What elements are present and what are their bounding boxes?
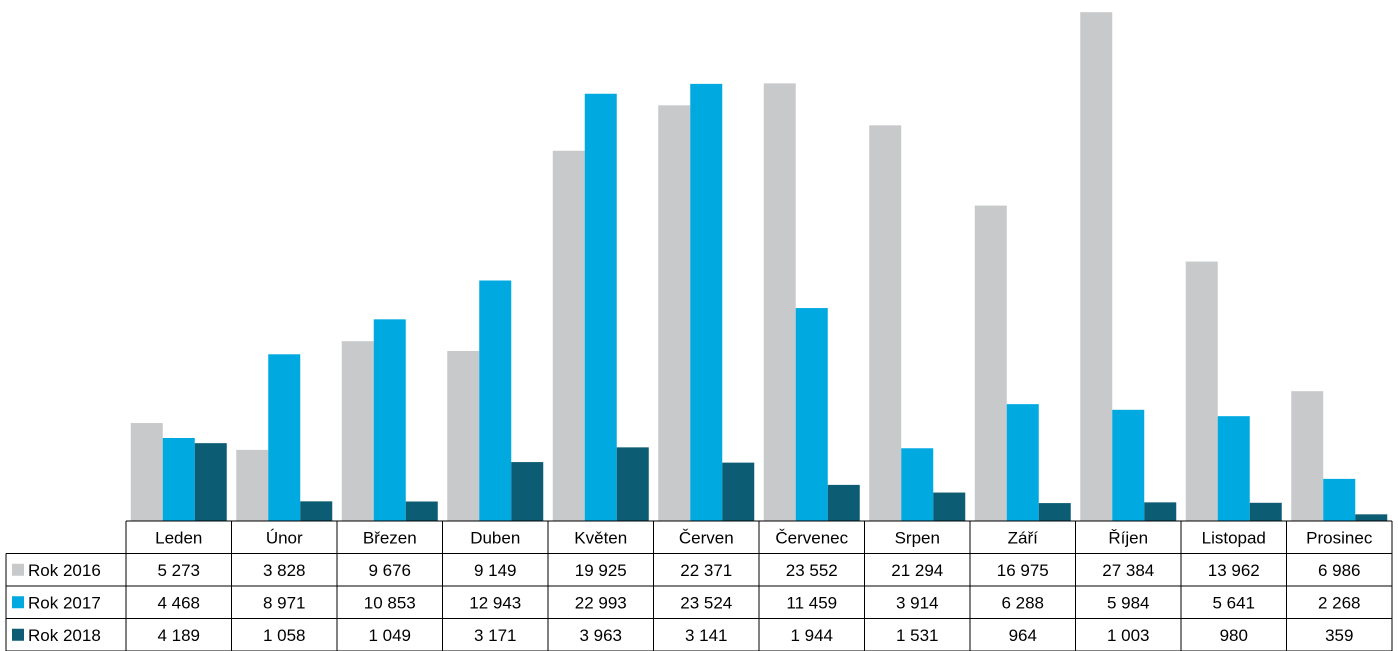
bar-3-12 <box>1355 514 1388 521</box>
legend-key <box>12 563 24 576</box>
bar-1-5 <box>552 150 585 521</box>
data-label: 9 676 <box>368 561 411 580</box>
data-label: 1 049 <box>368 626 411 645</box>
bar-1-2 <box>236 449 269 521</box>
bar-2-6 <box>690 83 723 521</box>
data-label: 3 963 <box>579 626 622 645</box>
bar-1-7 <box>763 83 796 522</box>
data-label: 6 288 <box>1001 593 1044 612</box>
bar-3-5 <box>616 447 649 521</box>
bars-layer <box>130 12 1388 522</box>
data-label: 23 552 <box>786 561 838 580</box>
category-label: Prosinec <box>1306 528 1373 547</box>
data-label: 13 962 <box>1208 561 1260 580</box>
data-label: 359 <box>1325 626 1353 645</box>
data-label: 5 984 <box>1107 593 1150 612</box>
data-label: 27 384 <box>1102 561 1154 580</box>
bar-3-10 <box>1144 502 1177 521</box>
bar-3-6 <box>722 462 755 521</box>
bar-1-12 <box>1291 391 1324 521</box>
bar-2-1 <box>162 437 195 521</box>
bar-3-7 <box>827 484 860 521</box>
data-label: 3 171 <box>474 626 517 645</box>
bar-1-9 <box>974 205 1007 521</box>
data-label: 6 986 <box>1318 561 1361 580</box>
legend-key <box>12 596 24 609</box>
bar-3-1 <box>194 443 227 521</box>
bar-2-10 <box>1112 409 1145 521</box>
bar-1-6 <box>658 105 691 521</box>
bar-2-2 <box>268 354 301 521</box>
bar-2-9 <box>1006 404 1039 521</box>
bar-3-4 <box>511 462 544 521</box>
data-label: 23 524 <box>680 593 732 612</box>
series-name: Rok 2017 <box>28 593 101 612</box>
data-label: 5 273 <box>157 561 200 580</box>
data-label: 5 641 <box>1212 593 1255 612</box>
data-label: 1 003 <box>1107 626 1150 645</box>
data-table: Leden Únor Březen Duben Květen Červen Červenec… <box>5 520 1393 651</box>
bar-1-1 <box>130 423 163 521</box>
data-label: 21 294 <box>891 561 943 580</box>
data-label: 22 993 <box>575 593 627 612</box>
data-label: 964 <box>1009 626 1037 645</box>
category-label: Květen <box>574 528 627 547</box>
series-name: Rok 2018 <box>28 626 101 645</box>
category-label: Červenec <box>775 528 848 547</box>
bar-2-4 <box>479 280 512 521</box>
bar-1-11 <box>1185 261 1218 521</box>
legend-key <box>12 628 24 641</box>
category-label: Září <box>1008 528 1039 547</box>
bar-2-11 <box>1217 416 1250 521</box>
data-label: 3 141 <box>685 626 728 645</box>
data-label: 3 914 <box>896 593 939 612</box>
data-label: 8 971 <box>263 593 306 612</box>
bar-1-8 <box>869 125 902 521</box>
bar-3-9 <box>1038 503 1071 521</box>
bar-3-3 <box>405 501 438 521</box>
category-label: Červen <box>679 528 734 547</box>
bar-2-5 <box>584 93 617 521</box>
data-label: 1 944 <box>790 626 833 645</box>
bar-2-12 <box>1323 478 1356 521</box>
data-label: 11 459 <box>786 593 837 612</box>
bar-3-8 <box>933 492 966 521</box>
data-label: 2 268 <box>1318 593 1361 612</box>
bar-1-10 <box>1080 12 1113 521</box>
category-label: Srpen <box>895 528 940 547</box>
data-label: 4 189 <box>157 626 200 645</box>
bar-1-4 <box>447 350 480 521</box>
data-label: 19 925 <box>575 561 627 580</box>
category-label: Březen <box>363 528 417 547</box>
data-label: 980 <box>1220 626 1248 645</box>
data-label: 12 943 <box>469 593 521 612</box>
data-label: 1 531 <box>896 626 939 645</box>
data-label: 4 468 <box>157 593 200 612</box>
category-label: Listopad <box>1202 528 1266 547</box>
data-label: 10 853 <box>364 593 416 612</box>
category-label: Duben <box>470 528 520 547</box>
data-label: 1 058 <box>263 626 306 645</box>
bar-2-8 <box>901 448 934 521</box>
data-label: 9 149 <box>474 561 517 580</box>
category-label: Únor <box>266 528 303 547</box>
data-label: 3 828 <box>263 561 306 580</box>
bar-2-7 <box>795 308 828 521</box>
data-label: 22 371 <box>680 561 732 580</box>
category-label: Leden <box>155 528 202 547</box>
bar-3-11 <box>1249 502 1282 521</box>
series-name: Rok 2016 <box>28 561 101 580</box>
bar-1-3 <box>341 341 374 521</box>
data-label: 16 975 <box>997 561 1049 580</box>
bar-3-2 <box>300 501 333 521</box>
bar-2-3 <box>373 319 406 521</box>
category-label: Říjen <box>1108 528 1148 547</box>
